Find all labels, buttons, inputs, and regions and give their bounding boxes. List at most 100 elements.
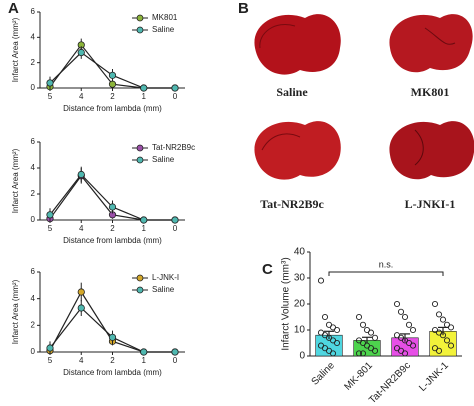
y-tick-label: 40 bbox=[294, 247, 306, 258]
data-point bbox=[435, 311, 443, 318]
marker bbox=[77, 170, 85, 179]
data-point bbox=[409, 326, 417, 334]
x-tick-label: 5 bbox=[48, 356, 53, 365]
data-point bbox=[367, 329, 375, 336]
legend-marker bbox=[136, 14, 144, 22]
x-tick-label: 4 bbox=[79, 356, 84, 365]
marker bbox=[140, 216, 148, 224]
x-tick-label: Saline bbox=[310, 360, 338, 388]
x-tick-label: 4 bbox=[79, 92, 84, 101]
x-tick-label: 1 bbox=[142, 92, 147, 101]
data-point bbox=[431, 300, 439, 308]
y-axis-label: Infarct Area (mm²) bbox=[11, 17, 20, 82]
panel-label: A bbox=[8, 0, 19, 17]
data-point bbox=[447, 324, 455, 331]
data-point bbox=[321, 313, 329, 321]
y-axis-label: Infarct Volume (mm³) bbox=[281, 257, 292, 350]
data-point bbox=[397, 308, 405, 315]
y-tick-label: 6 bbox=[31, 137, 36, 146]
legend-marker bbox=[136, 26, 144, 34]
y-tick-label: 2 bbox=[31, 189, 36, 198]
marker bbox=[108, 203, 117, 211]
x-axis-label: Distance from lambda (mm) bbox=[63, 368, 162, 377]
marker bbox=[77, 304, 85, 312]
data-point bbox=[405, 321, 413, 328]
legend-label: Tat-NR2B9c bbox=[152, 143, 195, 152]
annotation: n.s. bbox=[379, 259, 394, 269]
legend-label: L-JNK-I bbox=[152, 273, 179, 282]
y-tick-label: 0 bbox=[299, 351, 305, 362]
x-tick-label: 2 bbox=[110, 356, 115, 365]
marker bbox=[171, 216, 179, 224]
y-axis-label: Infarct Area (mm²) bbox=[11, 148, 20, 213]
marker bbox=[171, 348, 179, 356]
x-tick-label: 0 bbox=[173, 92, 178, 101]
data-point bbox=[371, 347, 379, 354]
x-axis-label: Distance from lambda (mm) bbox=[63, 236, 162, 245]
data-point bbox=[359, 321, 367, 328]
y-tick-label: 6 bbox=[31, 7, 36, 16]
image-caption: L-JNKI-1 bbox=[405, 197, 456, 211]
legend-label: Saline bbox=[152, 155, 175, 164]
y-tick-label: 0 bbox=[31, 215, 36, 224]
legend-label: MK801 bbox=[152, 13, 178, 22]
data-point bbox=[435, 347, 443, 354]
marker bbox=[46, 79, 54, 87]
marker bbox=[77, 288, 85, 296]
marker bbox=[108, 333, 117, 341]
data-point bbox=[359, 350, 367, 357]
marker bbox=[77, 48, 85, 57]
y-tick-label: 30 bbox=[294, 273, 306, 284]
x-tick-label: 2 bbox=[110, 224, 115, 233]
y-tick-label: 2 bbox=[31, 58, 36, 67]
y-tick-label: 4 bbox=[31, 163, 36, 172]
data-point bbox=[355, 313, 363, 321]
marker bbox=[108, 71, 117, 79]
data-point bbox=[333, 339, 341, 347]
y-tick-label: 10 bbox=[294, 325, 306, 336]
x-tick-label: L-JNK-1 bbox=[417, 360, 451, 394]
marker bbox=[140, 348, 148, 356]
marker bbox=[46, 344, 54, 352]
significance-bracket bbox=[328, 271, 444, 276]
legend-label: Saline bbox=[152, 25, 175, 34]
data-point bbox=[401, 313, 409, 321]
data-point bbox=[355, 350, 363, 357]
image-caption: Tat-NR2B9c bbox=[260, 197, 324, 211]
data-point bbox=[443, 337, 451, 344]
data-point bbox=[447, 342, 455, 349]
marker bbox=[108, 80, 117, 88]
brain-images bbox=[254, 14, 474, 180]
x-tick-label: 1 bbox=[142, 356, 147, 365]
legend-marker bbox=[136, 286, 144, 294]
marker bbox=[171, 84, 179, 92]
image-caption: MK801 bbox=[411, 85, 450, 99]
y-tick-label: 4 bbox=[31, 294, 36, 303]
data-point bbox=[409, 342, 417, 349]
legend-marker bbox=[136, 156, 144, 164]
x-tick-label: MK-801 bbox=[342, 360, 375, 393]
data-point bbox=[333, 326, 341, 334]
data-point bbox=[329, 350, 337, 357]
legend-label: Saline bbox=[152, 285, 175, 294]
marker bbox=[46, 211, 54, 219]
panel-label: B bbox=[238, 0, 249, 17]
legend-marker bbox=[136, 274, 144, 282]
data-point bbox=[371, 334, 379, 341]
legend-marker bbox=[136, 144, 144, 152]
panel-label: C bbox=[262, 261, 273, 278]
y-tick-label: 2 bbox=[31, 320, 36, 329]
y-tick-label: 0 bbox=[31, 83, 36, 92]
x-tick-label: 2 bbox=[110, 92, 115, 101]
x-tick-label: 0 bbox=[173, 356, 178, 365]
y-tick-label: 4 bbox=[31, 32, 36, 41]
data-point bbox=[317, 277, 325, 284]
y-tick-label: 0 bbox=[31, 347, 36, 356]
x-tick-label: 5 bbox=[48, 92, 53, 101]
x-tick-label: 4 bbox=[79, 224, 84, 233]
marker bbox=[140, 84, 148, 92]
y-tick-label: 20 bbox=[294, 299, 306, 310]
x-tick-label: 5 bbox=[48, 224, 53, 233]
x-tick-label: 0 bbox=[173, 224, 178, 233]
